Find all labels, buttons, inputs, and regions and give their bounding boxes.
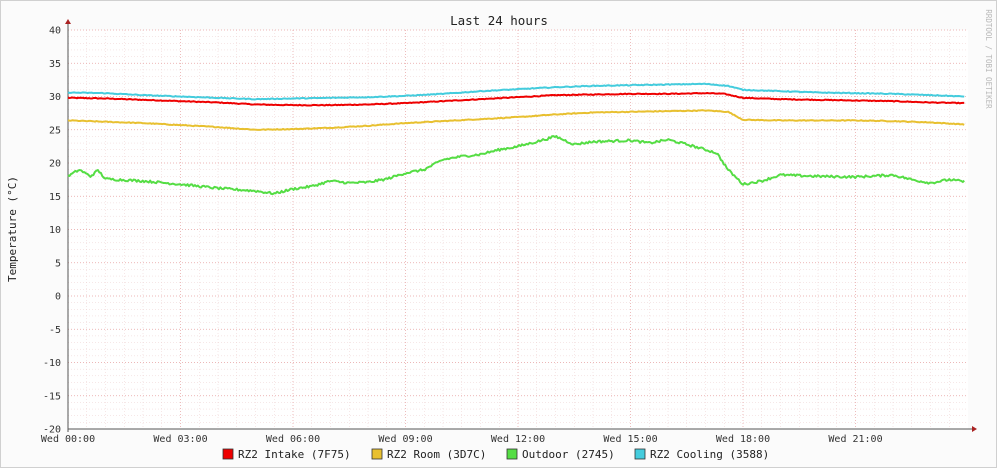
legend-label: RZ2 Intake (7F75): [238, 448, 351, 461]
series-lines: [67, 82, 965, 196]
x-axis-arrow: [972, 426, 977, 432]
x-tick-label: Wed 12:00: [491, 434, 545, 445]
y-tick-label: 35: [49, 59, 61, 70]
x-tick-label: Wed 00:00: [41, 434, 95, 445]
legend-label: Outdoor (2745): [522, 448, 615, 461]
x-tick-label: Wed 18:00: [716, 434, 770, 445]
legend-label: RZ2 Cooling (3588): [650, 448, 769, 461]
y-tick-label: 5: [55, 258, 61, 269]
x-tick-label: Wed 21:00: [828, 434, 882, 445]
y-tick-label: -15: [43, 391, 61, 402]
y-axis-arrow: [65, 19, 71, 24]
series-line: [67, 82, 965, 101]
y-tick-label: 15: [49, 192, 61, 203]
y-tick-label: -10: [43, 358, 61, 369]
x-tick-label: Wed 15:00: [603, 434, 657, 445]
legend-swatch: [506, 448, 518, 460]
y-tick-label: 0: [55, 292, 61, 303]
y-axis-label: Temperature (°C): [6, 176, 19, 282]
chart-title: Last 24 hours: [450, 13, 548, 28]
axes: [65, 19, 977, 432]
watermark: RRDTOOL / TOBI OETIKER: [984, 9, 993, 109]
x-tick-label: Wed 03:00: [153, 434, 207, 445]
legend: RZ2 Intake (7F75) RZ2 Room (3D7C) Outdoor …: [222, 448, 769, 461]
y-tick-label: -20: [43, 425, 61, 436]
legend-swatch: [222, 448, 234, 460]
y-tick-label: 10: [49, 225, 61, 236]
series-line: [67, 109, 965, 131]
legend-swatch: [634, 448, 646, 460]
legend-label: RZ2 Room (3D7C): [387, 448, 486, 461]
x-tick-label: Wed 06:00: [266, 434, 320, 445]
y-tick-label: 40: [49, 26, 61, 37]
y-tick-label: 20: [49, 159, 61, 170]
legend-swatch: [371, 448, 383, 460]
y-tick-label: -5: [49, 325, 61, 336]
series-line: [67, 135, 965, 196]
x-tick-label: Wed 09:00: [378, 434, 432, 445]
y-tick-label: 25: [49, 125, 61, 136]
series-line: [67, 92, 965, 107]
y-tick-label: 30: [49, 92, 61, 103]
